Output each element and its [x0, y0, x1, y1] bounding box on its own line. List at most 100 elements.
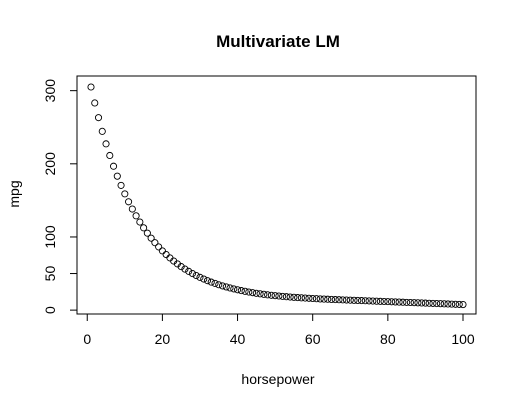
x-tick-label: 80 [380, 331, 396, 347]
data-point [331, 296, 339, 304]
data-point [275, 292, 283, 300]
data-point [312, 295, 321, 303]
x-axis-label: horsepower [241, 371, 314, 387]
data-point [264, 291, 272, 299]
data-point [342, 296, 351, 304]
data-point [301, 294, 309, 302]
data-point [279, 292, 287, 300]
data-point [410, 299, 418, 307]
data-point [320, 295, 328, 303]
data-point [433, 299, 441, 308]
data-point [110, 162, 118, 170]
data-point [395, 298, 403, 306]
data-point [143, 229, 151, 237]
data-point [309, 294, 317, 303]
data-point [181, 265, 189, 273]
data-point [249, 289, 257, 297]
data-point [376, 297, 384, 305]
data-point [188, 269, 196, 278]
data-point [271, 292, 279, 300]
data-point [324, 295, 332, 303]
plot-frame [76, 75, 477, 315]
data-point [91, 99, 99, 107]
data-point [414, 299, 422, 307]
data-point [233, 286, 242, 294]
data-point [121, 190, 129, 198]
data-point [94, 114, 103, 122]
data-point [282, 293, 290, 301]
data-point [425, 299, 433, 307]
y-axis-label: mpg [6, 180, 22, 207]
data-point [391, 298, 399, 306]
data-point [211, 279, 219, 287]
data-point [147, 234, 155, 242]
data-point [421, 299, 429, 307]
data-point [339, 296, 347, 304]
data-point [140, 224, 148, 232]
data-point [316, 295, 324, 303]
data-point [98, 127, 106, 135]
data-point [151, 239, 159, 247]
data-point [297, 294, 305, 302]
data-point [418, 299, 426, 307]
data-point [117, 181, 125, 189]
data-point [369, 297, 377, 305]
data-point [305, 294, 313, 302]
data-point [294, 294, 302, 302]
data-point [354, 296, 362, 305]
data-point [132, 212, 140, 220]
data-point [237, 287, 245, 295]
y-axis: 0 50 100 200 300 [42, 79, 78, 314]
data-point [155, 243, 163, 251]
data-point [436, 300, 445, 308]
data-point [136, 218, 144, 226]
x-tick-label: 60 [305, 331, 321, 347]
data-point [399, 298, 407, 306]
data-point [267, 291, 275, 299]
data-point [403, 298, 411, 306]
data-point [448, 300, 456, 308]
data-point [440, 300, 448, 308]
data-point [177, 263, 185, 271]
x-tick-label: 20 [155, 331, 171, 347]
x-axis: 0 20 40 60 80 100 [83, 313, 475, 347]
data-point [185, 267, 193, 275]
x-tick-label: 40 [230, 331, 246, 347]
data-point [196, 273, 204, 281]
data-point [406, 298, 414, 307]
data-point [207, 278, 215, 286]
data-point [350, 296, 358, 304]
data-point [455, 300, 463, 308]
y-tick-label: 300 [42, 79, 58, 103]
data-points [87, 83, 467, 309]
data-point [125, 198, 133, 206]
data-point [357, 297, 366, 305]
data-point [365, 297, 373, 305]
data-point [128, 205, 136, 213]
data-point [162, 250, 170, 259]
data-point [388, 298, 396, 306]
data-point [256, 290, 264, 298]
data-point [459, 301, 467, 309]
data-point [218, 282, 227, 290]
data-point [286, 293, 294, 301]
data-point [241, 287, 249, 295]
data-point [327, 295, 336, 303]
data-point [373, 297, 381, 305]
data-point [200, 275, 208, 283]
data-point [106, 151, 114, 160]
data-point [335, 296, 343, 304]
data-point [158, 247, 166, 255]
y-tick-label: 200 [42, 152, 58, 176]
y-tick-label: 100 [42, 225, 58, 249]
chart-title: Multivariate LM [216, 32, 340, 51]
data-point [380, 297, 388, 306]
data-point [361, 297, 369, 305]
data-point [113, 172, 121, 180]
data-point [226, 284, 234, 292]
data-point [429, 299, 437, 307]
x-tick-label: 100 [451, 331, 475, 347]
data-point [215, 281, 223, 289]
data-point [102, 140, 110, 148]
